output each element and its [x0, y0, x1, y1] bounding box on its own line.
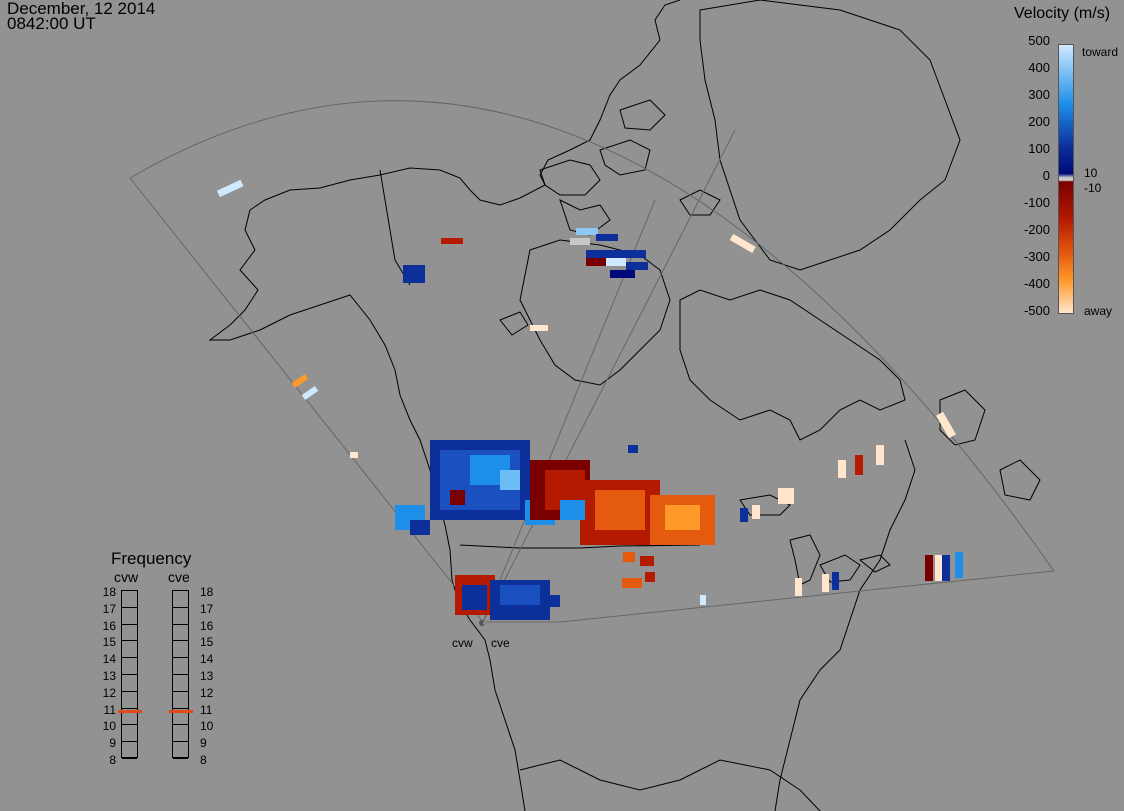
velocity-color-bar	[1058, 44, 1074, 314]
radar-field-of-view	[129, 100, 1055, 623]
frequency-cell	[173, 692, 188, 709]
frequency-level-label-left: 10	[102, 719, 116, 734]
frequency-cell	[122, 709, 137, 726]
frequency-cell	[122, 725, 137, 743]
date-label: December, 12 2014	[7, 0, 156, 18]
frequency-cell	[173, 675, 188, 692]
velocity-tick-label: -400	[1023, 276, 1050, 291]
frequency-cell	[122, 692, 137, 709]
velocity-tick-label: 400	[1028, 60, 1050, 75]
frequency-cell	[122, 608, 137, 625]
velocity-tick-label: -200	[1023, 222, 1050, 237]
frequency-level-label-left: 17	[102, 601, 116, 616]
cvw-site-marker	[479, 620, 485, 626]
frequency-level-label-left: 18	[102, 585, 116, 599]
frequency-cell	[173, 641, 188, 659]
frequency-level-label-right: 8	[200, 753, 207, 767]
frequency-marker	[118, 710, 142, 714]
velocity-tick-label: -500	[1023, 303, 1050, 318]
velocity-tick-label: -100	[1023, 195, 1050, 210]
frequency-cell	[122, 641, 137, 659]
frequency-cell	[173, 709, 188, 726]
frequency-level-label-right: 17	[200, 601, 214, 616]
frequency-level-label-right: 18	[200, 585, 214, 599]
frequency-cell	[173, 742, 188, 759]
velocity-tick-label: 500	[1028, 33, 1050, 48]
frequency-level-label-left: 9	[109, 736, 116, 751]
frequency-level-label-left: 16	[102, 618, 116, 633]
site-label-cve: cve	[491, 636, 510, 650]
site-label-cvw: cvw	[452, 636, 473, 650]
cve-frequency-column	[169, 590, 193, 759]
frequency-level-label-right: 9	[200, 736, 207, 751]
frequency-cell	[173, 608, 188, 625]
frequency-title: Frequency	[111, 549, 192, 568]
frequency-level-label-right: 11	[200, 702, 213, 717]
frequency-marker	[169, 710, 193, 714]
frequency-level-label-right: 16	[200, 618, 214, 633]
frequency-level-label-right: 10	[200, 719, 214, 734]
frequency-level-label-left: 8	[109, 753, 116, 767]
frequency-cell	[173, 725, 188, 743]
away-label: away	[1084, 304, 1113, 318]
frequency-level-label-left: 12	[102, 685, 116, 700]
frequency-cell	[173, 658, 188, 675]
frequency-cell	[173, 625, 188, 642]
cvw-header: cvw	[114, 569, 139, 585]
velocity-tick-label: 300	[1028, 87, 1050, 102]
cve-header: cve	[168, 569, 190, 585]
toward-label: toward	[1082, 45, 1119, 59]
velocity-tick-label: 0	[1042, 168, 1050, 183]
frequency-level-label-right: 12	[200, 685, 214, 700]
frequency-cell	[122, 625, 137, 642]
tick-label-10: 10	[1084, 166, 1098, 180]
frequency-cell	[122, 742, 137, 759]
frequency-cell	[122, 675, 137, 692]
frequency-level-label-left: 14	[102, 652, 116, 667]
frequency-cell	[173, 591, 188, 608]
velocity-cells	[216, 179, 963, 620]
coastline-outlines	[208, 0, 1041, 811]
frequency-level-label-left: 11	[103, 702, 116, 717]
velocity-tick-label: 100	[1028, 141, 1050, 156]
velocity-tick-label: -300	[1023, 249, 1050, 264]
frequency-level-label-right: 13	[200, 669, 214, 683]
frequency-level-label-right: 14	[200, 652, 214, 667]
radar-sites	[479, 620, 487, 626]
frequency-level-label-right: 15	[200, 635, 214, 650]
cve-site-marker	[483, 621, 487, 625]
frequency-cell	[122, 658, 137, 675]
frequency-cell	[122, 591, 137, 608]
frequency-level-label-left: 13	[102, 669, 116, 683]
frequency-level-label-left: 15	[102, 635, 116, 650]
tick-label-minus-10: -10	[1084, 181, 1102, 195]
cvw-frequency-column	[118, 590, 142, 759]
time-label: 0842:00 UT	[7, 14, 96, 33]
velocity-scale-title: Velocity (m/s)	[1014, 5, 1111, 22]
velocity-tick-label: 200	[1028, 114, 1050, 129]
